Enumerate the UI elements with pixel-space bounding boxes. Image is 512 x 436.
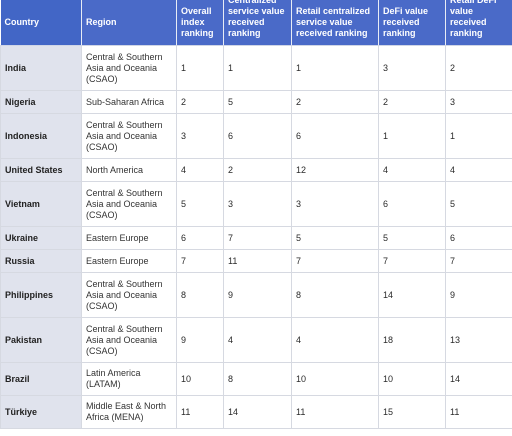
centralized-rank-cell: 5 <box>223 90 292 114</box>
region-cell: Central & Southern Asia and Oceania (CSA… <box>81 181 177 227</box>
centralized-rank-cell: 11 <box>223 249 292 273</box>
retail-centralized-rank-cell: 12 <box>291 158 379 182</box>
country-cell: Brazil <box>0 362 82 396</box>
country-cell: Russia <box>0 249 82 273</box>
overall-rank-cell: 4 <box>176 158 224 182</box>
table-row: Nigeria Sub-Saharan Africa 2 5 2 2 3 <box>0 90 512 114</box>
overall-rank-cell: 8 <box>176 272 224 318</box>
region-cell: North America <box>81 158 177 182</box>
centralized-rank-cell: 4 <box>223 317 292 363</box>
table-row: Pakistan Central & Southern Asia and Oce… <box>0 317 512 363</box>
header-defi-ranking: DeFi value received ranking <box>378 0 446 46</box>
defi-rank-cell: 1 <box>378 113 446 159</box>
overall-rank-cell: 2 <box>176 90 224 114</box>
centralized-rank-cell: 14 <box>223 395 292 429</box>
region-cell: Eastern Europe <box>81 226 177 250</box>
country-cell: Indonesia <box>0 113 82 159</box>
retail-defi-rank-cell: 7 <box>445 249 512 273</box>
country-cell: Nigeria <box>0 90 82 114</box>
table-row: Türkiye Middle East & North Africa (MENA… <box>0 395 512 429</box>
retail-centralized-rank-cell: 2 <box>291 90 379 114</box>
table-row: Russia Eastern Europe 7 11 7 7 7 <box>0 249 512 273</box>
retail-centralized-rank-cell: 10 <box>291 362 379 396</box>
defi-rank-cell: 14 <box>378 272 446 318</box>
overall-rank-cell: 5 <box>176 181 224 227</box>
retail-centralized-rank-cell: 11 <box>291 395 379 429</box>
centralized-rank-cell: 9 <box>223 272 292 318</box>
region-cell: Middle East & North Africa (MENA) <box>81 395 177 429</box>
region-cell: Sub-Saharan Africa <box>81 90 177 114</box>
table-row: Ukraine Eastern Europe 6 7 5 5 6 <box>0 226 512 250</box>
defi-rank-cell: 15 <box>378 395 446 429</box>
region-cell: Central & Southern Asia and Oceania (CSA… <box>81 317 177 363</box>
overall-rank-cell: 1 <box>176 45 224 91</box>
retail-centralized-rank-cell: 8 <box>291 272 379 318</box>
centralized-rank-cell: 7 <box>223 226 292 250</box>
region-cell: Central & Southern Asia and Oceania (CSA… <box>81 113 177 159</box>
region-cell: Latin America (LATAM) <box>81 362 177 396</box>
country-cell: Vietnam <box>0 181 82 227</box>
centralized-rank-cell: 1 <box>223 45 292 91</box>
defi-rank-cell: 6 <box>378 181 446 227</box>
overall-rank-cell: 3 <box>176 113 224 159</box>
retail-defi-rank-cell: 14 <box>445 362 512 396</box>
defi-rank-cell: 5 <box>378 226 446 250</box>
retail-defi-rank-cell: 4 <box>445 158 512 182</box>
overall-rank-cell: 9 <box>176 317 224 363</box>
retail-defi-rank-cell: 5 <box>445 181 512 227</box>
header-retail-centralized-ranking: Retail centralized service value receive… <box>291 0 379 46</box>
header-row: Country Region Overall index ranking Cen… <box>0 0 512 46</box>
country-cell: United States <box>0 158 82 182</box>
country-cell: India <box>0 45 82 91</box>
table-row: United States North America 4 2 12 4 4 <box>0 158 512 182</box>
retail-centralized-rank-cell: 7 <box>291 249 379 273</box>
region-cell: Central & Southern Asia and Oceania (CSA… <box>81 272 177 318</box>
defi-rank-cell: 10 <box>378 362 446 396</box>
retail-centralized-rank-cell: 5 <box>291 226 379 250</box>
retail-defi-rank-cell: 1 <box>445 113 512 159</box>
overall-rank-cell: 6 <box>176 226 224 250</box>
table-row: Indonesia Central & Southern Asia and Oc… <box>0 113 512 159</box>
centralized-rank-cell: 8 <box>223 362 292 396</box>
country-cell: Türkiye <box>0 395 82 429</box>
table-row: Philippines Central & Southern Asia and … <box>0 272 512 318</box>
table-row: Vietnam Central & Southern Asia and Ocea… <box>0 181 512 227</box>
header-overall-index-ranking: Overall index ranking <box>176 0 224 46</box>
overall-rank-cell: 10 <box>176 362 224 396</box>
table-row: Brazil Latin America (LATAM) 10 8 10 10 … <box>0 362 512 396</box>
overall-rank-cell: 11 <box>176 395 224 429</box>
centralized-rank-cell: 6 <box>223 113 292 159</box>
header-region: Region <box>81 0 177 46</box>
defi-rank-cell: 3 <box>378 45 446 91</box>
defi-rank-cell: 18 <box>378 317 446 363</box>
retail-defi-rank-cell: 3 <box>445 90 512 114</box>
header-country: Country <box>0 0 82 46</box>
retail-defi-rank-cell: 9 <box>445 272 512 318</box>
retail-centralized-rank-cell: 3 <box>291 181 379 227</box>
centralized-rank-cell: 2 <box>223 158 292 182</box>
retail-defi-rank-cell: 2 <box>445 45 512 91</box>
defi-rank-cell: 7 <box>378 249 446 273</box>
retail-defi-rank-cell: 13 <box>445 317 512 363</box>
region-cell: Eastern Europe <box>81 249 177 273</box>
country-cell: Philippines <box>0 272 82 318</box>
region-cell: Central & Southern Asia and Oceania (CSA… <box>81 45 177 91</box>
retail-defi-rank-cell: 6 <box>445 226 512 250</box>
header-retail-defi-ranking: Retail DeFi value received ranking <box>445 0 512 46</box>
country-cell: Pakistan <box>0 317 82 363</box>
centralized-rank-cell: 3 <box>223 181 292 227</box>
retail-defi-rank-cell: 11 <box>445 395 512 429</box>
header-centralized-ranking: Centralized service value received ranki… <box>223 0 292 46</box>
defi-rank-cell: 2 <box>378 90 446 114</box>
retail-centralized-rank-cell: 1 <box>291 45 379 91</box>
country-cell: Ukraine <box>0 226 82 250</box>
overall-rank-cell: 7 <box>176 249 224 273</box>
defi-rank-cell: 4 <box>378 158 446 182</box>
retail-centralized-rank-cell: 4 <box>291 317 379 363</box>
retail-centralized-rank-cell: 6 <box>291 113 379 159</box>
table-row: India Central & Southern Asia and Oceani… <box>0 45 512 91</box>
